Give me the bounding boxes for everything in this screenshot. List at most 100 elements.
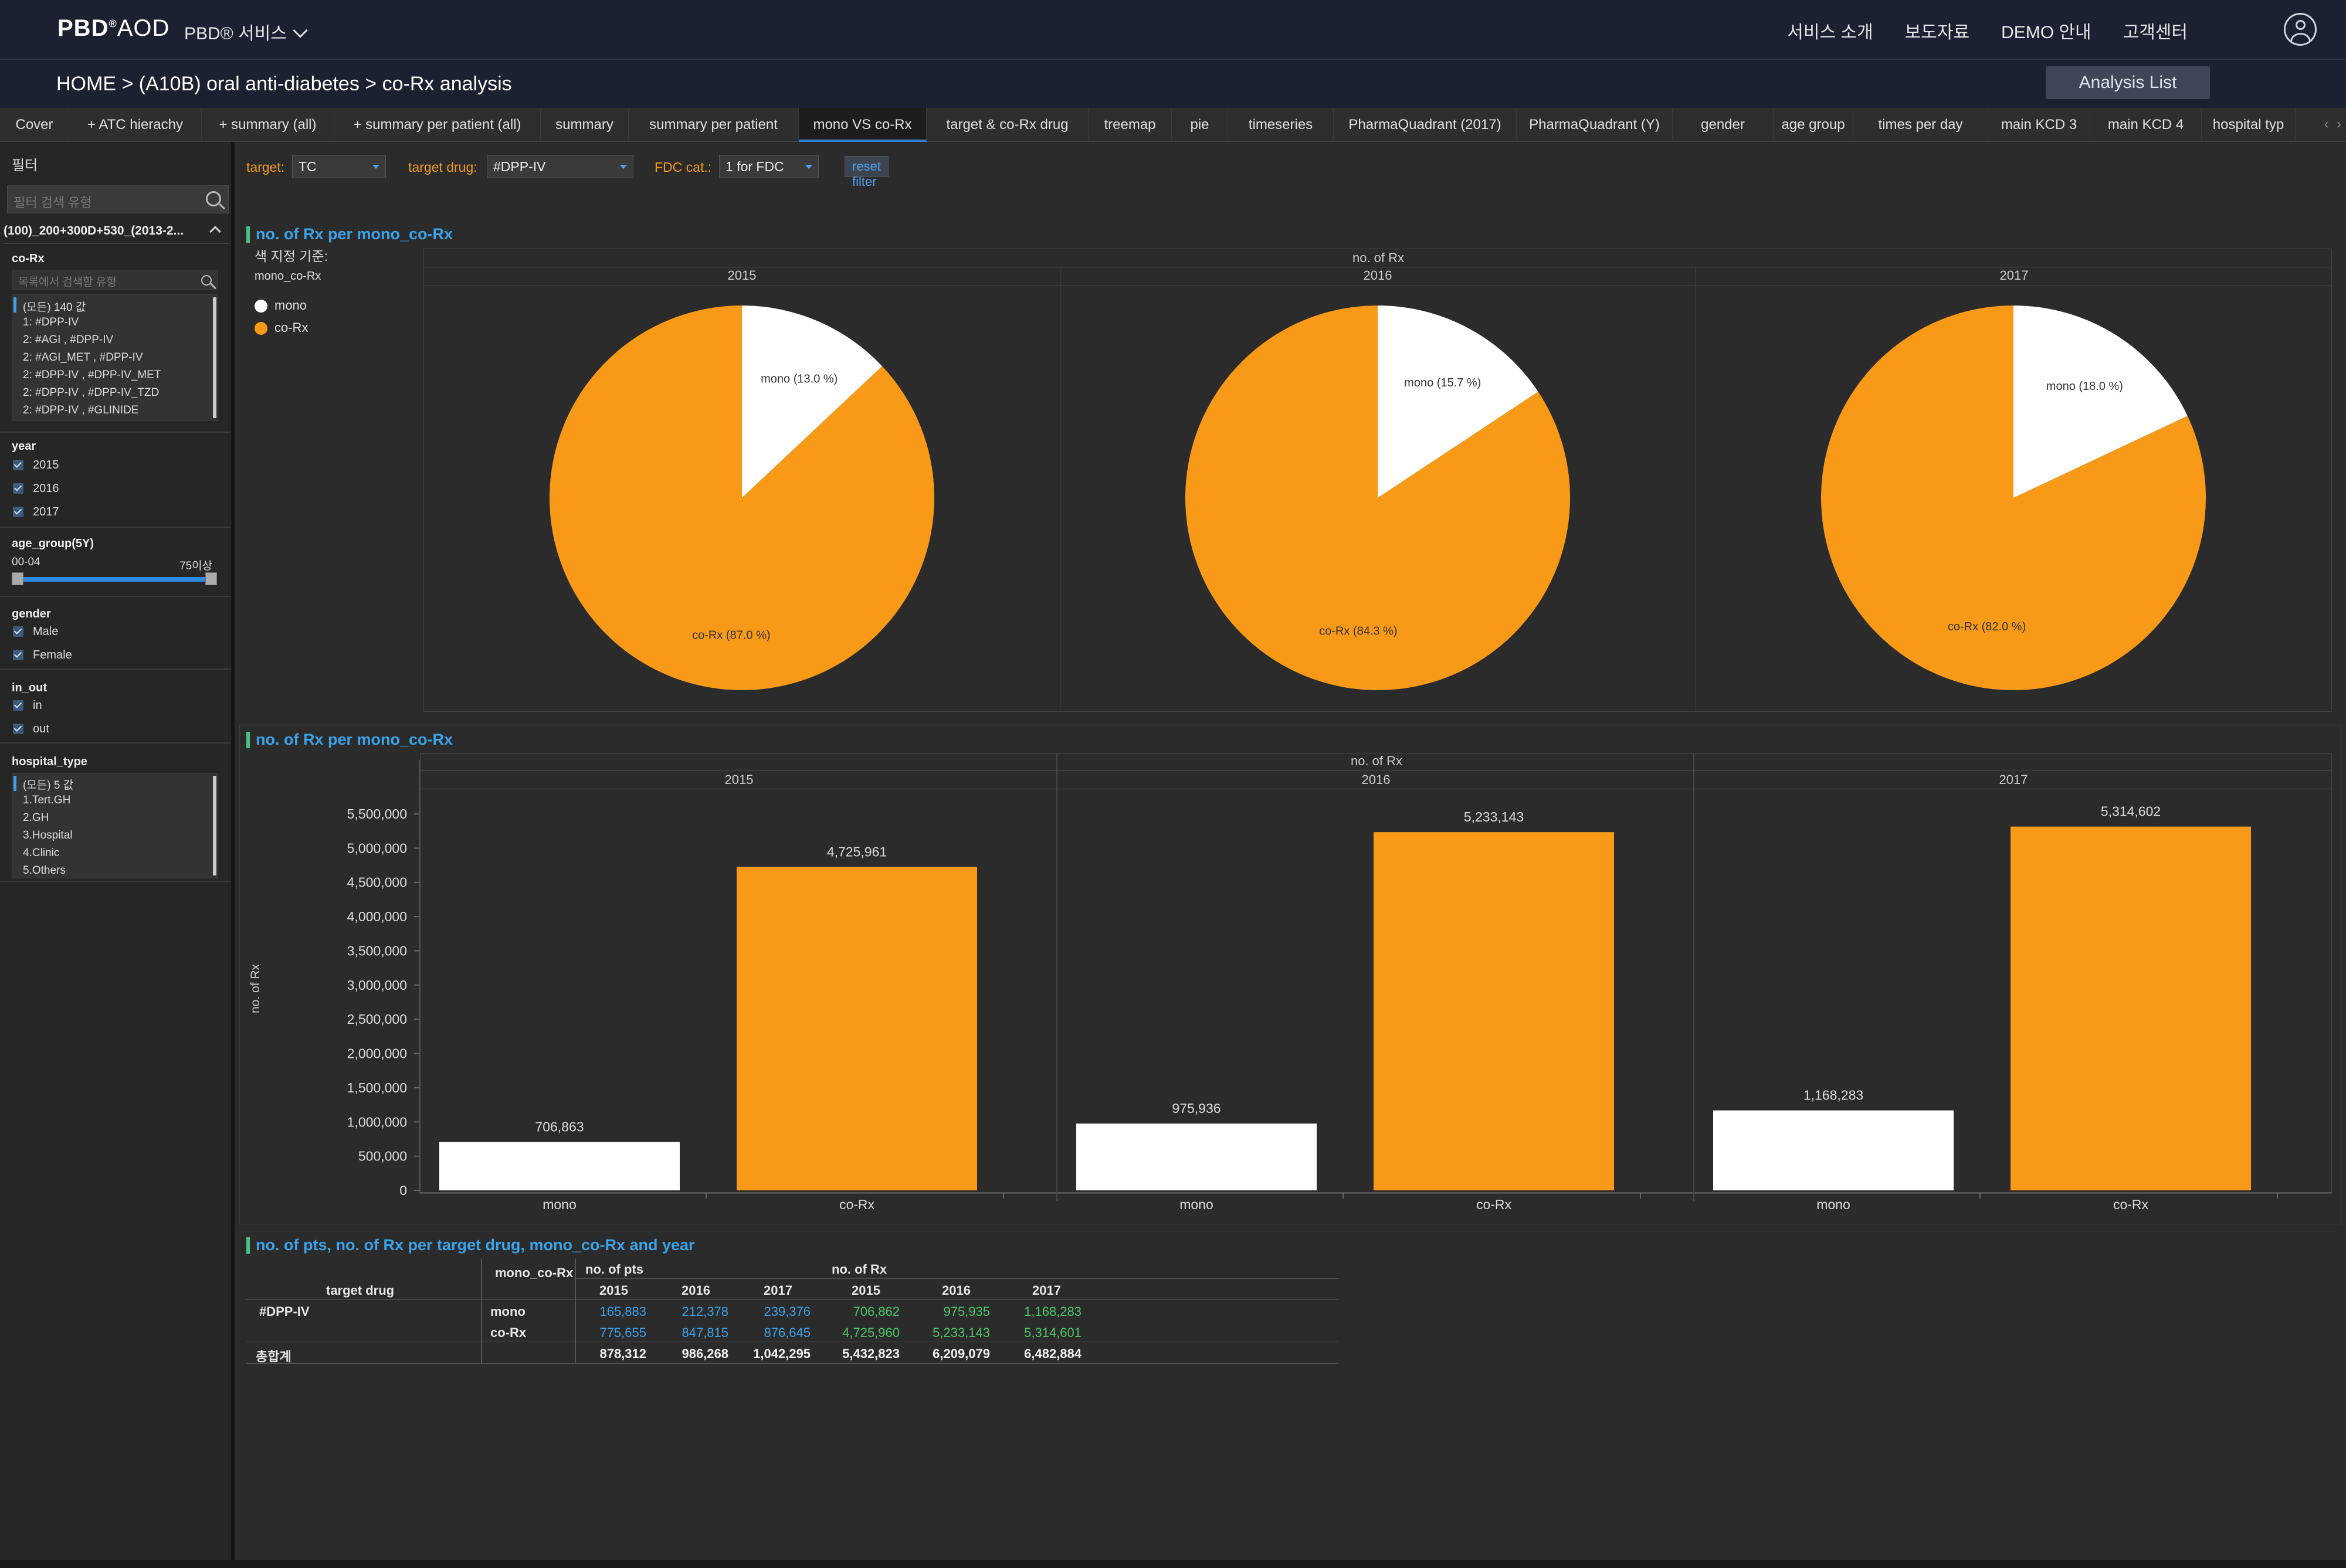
co-rx-item[interactable]: 1: #DPP-IV: [23, 316, 79, 328]
year-2017-label: 2017: [33, 505, 59, 518]
chevron-up-icon[interactable]: [209, 226, 221, 237]
bar-mono[interactable]: [1713, 1110, 1954, 1190]
age-slider-max-handle[interactable]: [205, 572, 217, 585]
tab-timeseries[interactable]: timeseries: [1228, 108, 1334, 142]
user-circle-icon[interactable]: [2284, 13, 2317, 46]
co-rx-search-input[interactable]: 목록에서 검색할 유형: [12, 270, 218, 290]
table-cell: 775,655: [599, 1325, 646, 1340]
pie-slice-co-rx[interactable]: [1185, 306, 1570, 690]
hospital-type-item[interactable]: 2.GH: [23, 812, 49, 824]
target-drug-value: #DPP-IV: [493, 159, 546, 174]
table-cell: 5,233,143: [933, 1325, 990, 1340]
y-tick-label: 4,500,000: [347, 875, 407, 890]
reset-filter-button[interactable]: reset filter: [845, 156, 889, 189]
co-rx-item[interactable]: 2: #DPP-IV , #DPP-IV_MET: [23, 369, 161, 381]
table-total-cell: 6,209,079: [933, 1346, 990, 1361]
gender-male-checkbox[interactable]: [13, 626, 23, 637]
bar-co-rx[interactable]: [2011, 826, 2251, 1190]
table-section-title: no. of pts, no. of Rx per target drug, m…: [246, 1236, 695, 1254]
x-tick-label: co-Rx: [839, 1197, 875, 1212]
y-tick-label: 3,500,000: [347, 943, 407, 958]
year-2016-label: 2016: [33, 482, 59, 495]
tab-summary-per-patient[interactable]: summary per patient: [629, 108, 799, 142]
year-2017-checkbox[interactable]: [13, 507, 23, 517]
row-target-drug: #DPP-IV: [259, 1304, 310, 1319]
table-cell: 1,168,283: [1024, 1304, 1082, 1319]
pie-year-2017: 2017: [1999, 268, 2029, 283]
gender-female-checkbox[interactable]: [13, 650, 23, 660]
pie-slice-mono[interactable]: [1378, 306, 1538, 498]
co-rx-item[interactable]: 2: #AGI_MET , #DPP-IV: [23, 351, 143, 364]
search-icon[interactable]: [206, 191, 221, 206]
top-header: PBD®AOD PBD® 서비스 서비스 소개 보도자료 DEMO 안내 고객센…: [0, 0, 2346, 60]
fdc-select[interactable]: 1 for FDC: [719, 155, 819, 178]
bar-co-rx[interactable]: [1374, 832, 1614, 1190]
tab-main-kcd-4[interactable]: main KCD 4: [2090, 108, 2202, 142]
tab-gender[interactable]: gender: [1673, 108, 1774, 142]
age-range-slider[interactable]: [16, 577, 212, 582]
tab-pharmaquadrant-y[interactable]: PharmaQuadrant (Y): [1517, 108, 1673, 142]
scrollbar[interactable]: [213, 297, 216, 418]
nav-service-intro[interactable]: 서비스 소개: [1787, 23, 1873, 42]
target-select[interactable]: TC: [292, 155, 386, 178]
year-2015-checkbox[interactable]: [13, 460, 23, 470]
bar-mono[interactable]: [439, 1142, 680, 1190]
in-checkbox[interactable]: [13, 700, 23, 711]
year-2016-checkbox[interactable]: [13, 483, 23, 494]
bar-mono[interactable]: [1076, 1124, 1317, 1190]
nav-press[interactable]: 보도자료: [1904, 23, 1970, 42]
co-rx-item[interactable]: 2: #AGI , #DPP-IV: [23, 334, 114, 346]
logo-main: PBD: [57, 15, 109, 41]
tab-treemap[interactable]: treemap: [1089, 108, 1172, 142]
tab-atc-hierachy[interactable]: + ATC hierachy: [69, 108, 202, 142]
out-checkbox[interactable]: [13, 724, 23, 734]
analysis-list-button[interactable]: Analysis List: [2046, 66, 2210, 99]
age-slider-min-handle[interactable]: [12, 572, 23, 585]
tab-pie[interactable]: pie: [1172, 108, 1228, 142]
pie-slice-mono[interactable]: [2013, 306, 2188, 498]
service-menu-label: PBD® 서비스: [184, 24, 287, 43]
co-rx-item[interactable]: 2: #DPP-IV , #GLINIDE: [23, 404, 139, 416]
bar-co-rx[interactable]: [737, 867, 977, 1190]
target-drug-select[interactable]: #DPP-IV: [487, 155, 633, 178]
hospital-type-item[interactable]: 1.Tert.GH: [23, 794, 71, 806]
tab-pharmaquadrant-2017[interactable]: PharmaQuadrant (2017): [1334, 108, 1517, 142]
dataset-label[interactable]: (100)_200+300D+530_(2013-2...: [4, 224, 229, 244]
hospital-type-item[interactable]: (모든) 5 값: [23, 779, 74, 792]
tab-summary[interactable]: summary: [541, 108, 629, 142]
bar-year-2016: 2016: [1361, 772, 1391, 787]
pie-slice-mono[interactable]: [742, 306, 883, 498]
filter-gender-header: gender: [12, 607, 51, 620]
hospital-type-item[interactable]: 4.Clinic: [23, 847, 60, 859]
pie-slice-co-rx[interactable]: [549, 306, 934, 690]
nav-support[interactable]: 고객센터: [2123, 23, 2188, 42]
legend-title: 색 지정 기준:: [255, 249, 328, 264]
scrollbar[interactable]: [213, 776, 216, 875]
tab-mono-vs-co-rx[interactable]: mono VS co-Rx: [799, 108, 927, 142]
gender-male-label: Male: [33, 625, 59, 638]
pie-section-title: no. of Rx per mono_co-Rx: [246, 225, 453, 243]
tab-main-kcd-3[interactable]: main KCD 3: [1988, 108, 2090, 142]
y-tick-label: 4,000,000: [347, 909, 407, 924]
co-rx-item[interactable]: 2: #DPP-IV , #DPP-IV_TZD: [23, 386, 160, 399]
hospital-type-item[interactable]: 3.Hospital: [23, 829, 73, 841]
tab-times-per-day[interactable]: times per day: [1853, 108, 1988, 142]
tab-target-co-rx-drug[interactable]: target & co-Rx drug: [927, 108, 1089, 142]
tab-hospital-type[interactable]: hospital typ: [2202, 108, 2296, 142]
hospital-type-item[interactable]: 5.Others: [23, 864, 66, 877]
tab-summary-per-patient-all[interactable]: + summary per patient (all): [334, 108, 541, 142]
table-cell: 975,935: [943, 1304, 990, 1319]
search-icon[interactable]: [201, 275, 212, 286]
filter-search-input[interactable]: 필터 검색 유형: [7, 185, 229, 213]
tab-age-group[interactable]: age group: [1774, 108, 1853, 142]
tab-cover[interactable]: Cover: [0, 108, 69, 142]
nav-demo[interactable]: DEMO 안내: [2001, 23, 2091, 42]
divider: [246, 1363, 1338, 1364]
bar-year-2015: 2015: [724, 772, 754, 787]
service-menu[interactable]: PBD® 서비스: [184, 19, 308, 45]
tab-scroll-arrows[interactable]: ‹ ›: [2324, 116, 2341, 132]
pie-slice-co-rx[interactable]: [1821, 306, 2206, 690]
co-rx-item[interactable]: (모든) 140 값: [23, 301, 86, 314]
tab-summary-all[interactable]: + summary (all): [202, 108, 334, 142]
logo[interactable]: PBD®AOD: [57, 15, 169, 42]
